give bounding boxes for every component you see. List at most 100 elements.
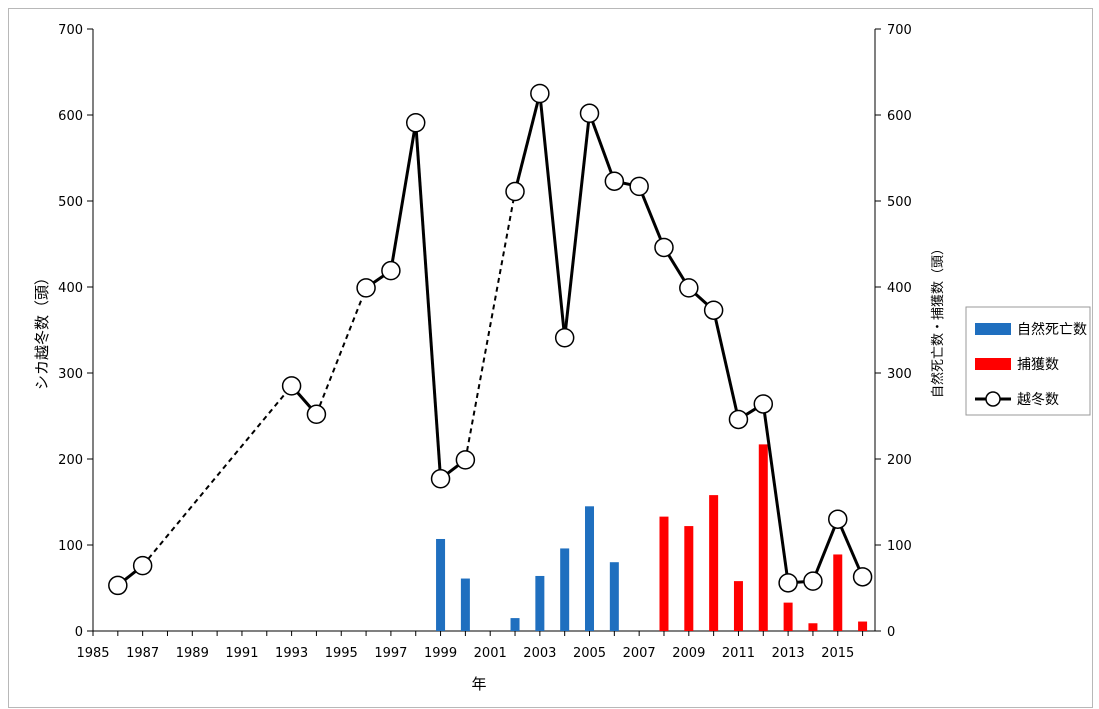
x-tick-label: 2009 xyxy=(672,646,705,661)
x-tick-label: 1987 xyxy=(126,646,159,661)
x-tick-label: 1993 xyxy=(275,646,308,661)
line-segment xyxy=(761,403,790,584)
point-2014 xyxy=(803,571,823,591)
bar-2010 xyxy=(709,495,719,631)
point-2010 xyxy=(703,300,724,320)
point-2003 xyxy=(530,83,550,104)
point-1996 xyxy=(356,278,376,298)
line-segment xyxy=(538,93,567,338)
x-tick-label: 1995 xyxy=(325,646,358,661)
point-2004 xyxy=(554,327,575,348)
bar-2015 xyxy=(833,554,843,631)
point-2006 xyxy=(604,171,625,191)
point-2016 xyxy=(852,567,873,587)
point-1986 xyxy=(108,575,128,596)
bar-2002 xyxy=(510,618,520,631)
point-2002 xyxy=(505,181,525,202)
y-tick-label-left: 500 xyxy=(58,195,83,210)
point-2012 xyxy=(753,394,774,414)
point-1987 xyxy=(132,555,153,576)
line-segment xyxy=(389,122,418,271)
x-tick-label: 2013 xyxy=(772,646,805,661)
y-tick-label-right: 400 xyxy=(887,281,912,296)
y-tick-label-left: 0 xyxy=(75,625,83,640)
x-tick-label: 1997 xyxy=(374,646,407,661)
legend-label-0: 自然死亡数 xyxy=(1017,321,1087,338)
legend-label-1: 捕獲数 xyxy=(1017,357,1059,373)
bar-1999 xyxy=(436,538,446,631)
bar-2009 xyxy=(684,526,694,631)
x-tick-label: 1999 xyxy=(424,646,457,661)
line-segment xyxy=(563,113,591,338)
bar-2000 xyxy=(460,578,470,631)
y-tick-label-right: 600 xyxy=(887,109,912,124)
line-segment xyxy=(637,185,666,249)
y-tick-label-right: 300 xyxy=(887,367,912,382)
bar-2016 xyxy=(858,621,868,631)
y-tick-label-left: 200 xyxy=(58,453,83,468)
line-segment xyxy=(588,112,616,182)
point-2007 xyxy=(629,176,649,197)
y-axis-left-title: シカ越冬数（頭） xyxy=(33,270,51,390)
y-axis-right-title: 自然死亡数・捕獲数（頭） xyxy=(930,242,946,398)
point-2013 xyxy=(778,573,798,593)
point-1994 xyxy=(306,404,327,425)
y-tick-label-right: 200 xyxy=(887,453,912,468)
bar-2014 xyxy=(808,623,818,631)
line-segment xyxy=(141,385,293,567)
y-tick-label-left: 700 xyxy=(58,23,83,38)
x-tick-label: 1985 xyxy=(76,646,109,661)
point-2009 xyxy=(679,278,699,298)
bar-2006 xyxy=(609,562,619,631)
x-tick-label: 1989 xyxy=(176,646,209,661)
y-tick-label-left: 100 xyxy=(58,539,83,554)
line-segment xyxy=(712,309,740,420)
point-2008 xyxy=(654,237,674,258)
point-1998 xyxy=(405,112,426,133)
point-2000 xyxy=(455,450,476,470)
point-2011 xyxy=(728,409,749,430)
x-tick-label: 2001 xyxy=(474,646,507,661)
bar-2008 xyxy=(659,516,669,631)
bar-2003 xyxy=(535,575,545,631)
point-1993 xyxy=(281,376,302,396)
x-tick-label: 1991 xyxy=(225,646,258,661)
x-tick-label: 2011 xyxy=(722,646,755,661)
line-segment xyxy=(464,191,517,461)
point-1997 xyxy=(381,260,401,281)
y-tick-label-right: 700 xyxy=(887,23,912,38)
line-segment xyxy=(811,518,840,582)
chart-svg: 0 0 100 100 200 200 300 300 400 400 500 500 600 600 70… xyxy=(33,23,1091,693)
point-2005 xyxy=(579,103,600,124)
bar-2011 xyxy=(733,581,743,631)
bar-2004 xyxy=(560,548,570,631)
chart-frame: 0 0 100 100 200 200 300 300 400 400 500 500 600 600 70… xyxy=(8,8,1093,708)
y-tick-label-left: 300 xyxy=(58,367,83,382)
x-tick-label: 2003 xyxy=(523,646,556,661)
line-layer xyxy=(108,83,873,596)
bar-2005 xyxy=(585,506,595,631)
legend-swatch-1 xyxy=(975,358,1011,370)
bars-layer xyxy=(436,444,868,631)
point-1999 xyxy=(430,469,451,489)
y-tick-label-left: 400 xyxy=(58,281,83,296)
line-segment xyxy=(315,287,368,415)
line-segment xyxy=(836,518,864,578)
legend-marker-swatch xyxy=(985,391,1001,407)
point-2015 xyxy=(828,509,848,529)
line-segment xyxy=(414,122,443,479)
y-tick-label-right: 500 xyxy=(887,195,912,210)
x-axis-title: 年 xyxy=(471,675,486,693)
y-tick-label-left: 600 xyxy=(58,109,83,124)
line-segment xyxy=(513,93,542,192)
x-tick-label: 2007 xyxy=(623,646,656,661)
x-tick-label: 2005 xyxy=(573,646,606,661)
legend-label-2: 越冬数 xyxy=(1017,392,1059,408)
x-tick-label: 2015 xyxy=(821,646,854,661)
legend-swatch-0 xyxy=(975,323,1011,335)
y-tick-label-right: 0 xyxy=(887,625,895,640)
axes-layer: 0 0 100 100 200 200 300 300 400 400 500 500 600 600 70… xyxy=(58,23,912,661)
bar-2012 xyxy=(758,444,768,631)
bar-2013 xyxy=(783,602,793,631)
